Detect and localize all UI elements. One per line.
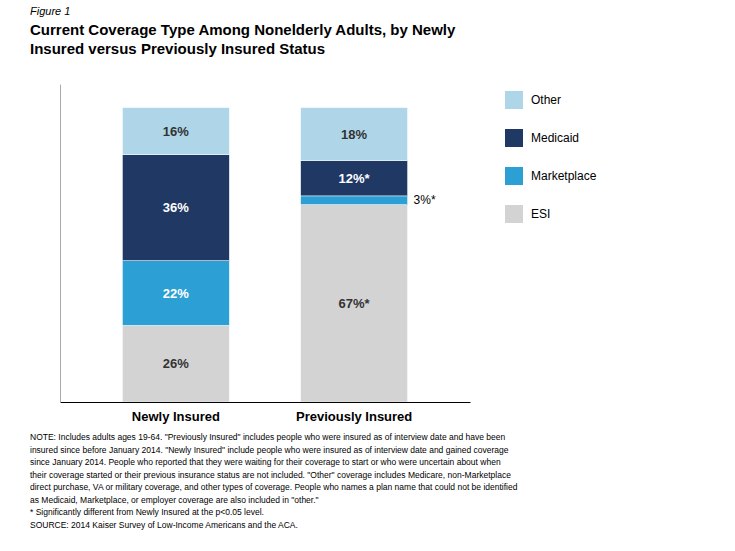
legend-label: Other [531,93,561,107]
y-axis-line [60,85,61,403]
legend: Other Medicaid Marketplace ESI [505,91,597,223]
data-label: 67%* [339,296,371,311]
note-line: their coverage started or their previous… [30,470,511,480]
legend-swatch [505,91,523,109]
data-label: 22% [163,286,189,301]
legend-swatch [505,167,523,185]
x-tick-label: Newly Insured [132,409,220,424]
note-line: since January 2014. People who reported … [30,457,501,467]
bars [122,108,407,402]
data-labels: 26% 67%* 22% 3%* 36% 12%* 16% 18% [163,124,436,372]
note-line: SOURCE: 2014 Kaiser Survey of Low-Income… [30,520,298,530]
legend-item: Other [505,91,561,109]
legend-swatch [505,129,523,147]
data-label: 3%* [414,193,436,207]
legend-item: ESI [505,205,550,223]
note: NOTE: Includes adults ages 19-64. "Previ… [30,432,518,530]
title: Current Coverage Type Among Nonelderly A… [30,21,456,57]
data-label: 18% [341,127,367,142]
data-label: 16% [163,124,189,139]
x-axis: Newly Insured Previously Insured [61,403,471,425]
subtitle: Figure 1 [30,5,70,17]
bar-segment [122,155,229,261]
x-tick: Previously Insured [296,409,412,424]
data-label: 12%* [339,171,371,186]
bar-segment [122,325,229,402]
bar-segment [301,161,408,196]
x-tick: Newly Insured [132,409,220,424]
legend-label: ESI [531,207,550,221]
data-label: 36% [163,200,189,215]
legend-swatch [505,205,523,223]
legend-item: Medicaid [505,129,579,147]
note-line: direct purchase, VA or military coverage… [30,482,518,492]
bar-segment [122,261,229,326]
title-line: Current Coverage Type Among Nonelderly A… [30,21,456,38]
bar-segment [122,108,229,155]
chart: Figure 1 Current Coverage Type Among None… [0,0,735,551]
note-line: * Significantly different from Newly Ins… [30,507,264,517]
y-axis [60,85,61,403]
bar-segment [301,108,408,161]
note-line: insured since before January 2014. "Newl… [30,445,509,455]
bar-segment [301,196,408,205]
note-line: NOTE: Includes adults ages 19-64. "Previ… [30,432,506,442]
note-line: as Medicaid, Marketplace, or employer co… [30,495,319,505]
legend-label: Medicaid [531,131,579,145]
bar-segment [301,205,408,402]
legend-label: Marketplace [531,169,597,183]
x-axis-line [61,402,471,403]
legend-item: Marketplace [505,167,597,185]
x-tick-label: Previously Insured [296,409,412,424]
data-label: 26% [163,356,189,371]
title-line: Insured versus Previously Insured Status [30,40,325,57]
